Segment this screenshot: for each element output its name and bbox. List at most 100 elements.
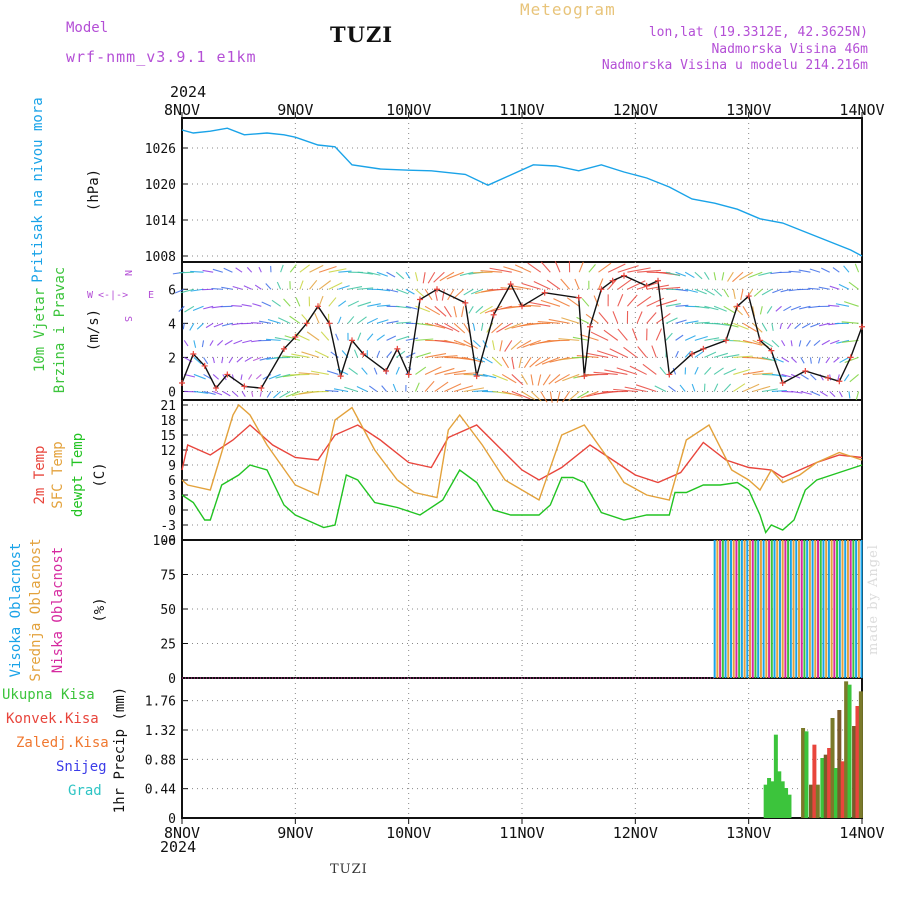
wind-barb	[347, 316, 355, 324]
wind-barb	[414, 382, 420, 392]
wind-barb	[655, 313, 671, 324]
wind-barb	[396, 288, 409, 295]
xtick-label-bottom: 10NOV	[386, 824, 431, 842]
wind-barb	[353, 349, 359, 358]
wind-barb	[721, 272, 725, 281]
wind-barb	[548, 374, 561, 385]
wind-barb	[396, 321, 412, 324]
wind-speed-marker	[825, 374, 831, 381]
wind-barb	[609, 348, 628, 358]
wind-barb	[357, 316, 367, 324]
wind-barb	[376, 319, 389, 324]
xtick-label-top: 14NOV	[839, 101, 884, 119]
wind-barb	[684, 271, 695, 279]
wind-barb	[691, 383, 696, 392]
wind-barb	[211, 287, 223, 290]
wind-barb	[182, 323, 185, 330]
wind-barb	[301, 351, 320, 358]
ytick-label-wind: 0	[168, 385, 176, 400]
wind-barb	[659, 366, 667, 375]
wind-barb	[732, 289, 736, 300]
wind-barb	[376, 304, 391, 307]
wind-barb	[597, 278, 604, 290]
wind-barb	[723, 288, 730, 298]
precip-bar	[833, 768, 838, 818]
wind-barb	[527, 262, 542, 273]
wind-barb	[694, 335, 708, 341]
wind-barb	[752, 372, 773, 375]
wind-barb	[843, 374, 850, 382]
wind-barb	[415, 338, 434, 341]
wind-barb	[675, 350, 679, 358]
wind-barb	[655, 328, 662, 341]
wind-barb	[232, 285, 243, 290]
wind-barb	[665, 317, 678, 324]
wind-barb	[330, 351, 339, 358]
wind-barb	[714, 322, 730, 326]
temp-2m-label: 2m Temp	[32, 445, 48, 504]
ytick-label-temperature: -3	[160, 519, 176, 534]
panel-frame-pressure	[181, 117, 863, 263]
wind-barb	[713, 272, 717, 281]
precip-bar	[837, 710, 842, 818]
wind-barb	[273, 391, 281, 399]
wind-barb	[446, 271, 464, 280]
wind-barb	[723, 305, 735, 314]
wind-barb	[537, 321, 561, 324]
wind-barb	[540, 261, 551, 273]
wind-barb	[212, 357, 215, 364]
wind-barb	[314, 350, 330, 358]
wind-barb	[463, 339, 478, 350]
wind-barb	[596, 350, 618, 358]
wind-barb	[528, 301, 551, 307]
wind-barb	[298, 372, 320, 375]
wind-barb	[386, 351, 393, 358]
wind-barb	[395, 350, 406, 358]
wind-barb	[523, 357, 532, 369]
precip-legend-item: Snijeg	[56, 759, 107, 775]
wind-barb	[295, 297, 301, 307]
wind-barb	[425, 353, 447, 358]
wind-barb	[817, 357, 821, 364]
wind-barb	[808, 287, 821, 290]
wind-barb	[560, 278, 571, 290]
wind-barb	[613, 388, 638, 393]
wind-barb	[246, 267, 253, 273]
model-name: wrf-nmm_v3.9.1 e1km	[66, 48, 257, 66]
precip-bar	[823, 754, 828, 818]
wind-barb	[540, 391, 548, 403]
wind-barb	[694, 271, 703, 280]
wind-barb	[472, 339, 481, 348]
elevation-label: Nadmorska Visina 46m	[711, 42, 868, 57]
compass-west: W	[87, 290, 94, 301]
wind-barb	[463, 288, 474, 296]
wind-barb	[480, 323, 484, 331]
wind-barb	[739, 271, 753, 281]
wind-barb	[761, 323, 768, 332]
ytick-label-precip: 1.76	[145, 695, 176, 710]
wind-barb	[654, 385, 667, 392]
wind-barb	[499, 340, 503, 352]
wind-barb	[574, 278, 580, 290]
wind-barb	[241, 391, 246, 397]
wind-barb	[612, 311, 619, 324]
cloud-mid-label: Srednja Oblacnost	[28, 538, 44, 681]
wind-barb	[441, 289, 445, 301]
wind-barb	[422, 272, 426, 284]
wind-barb	[258, 266, 262, 273]
wind-barb	[233, 339, 243, 345]
wind-speed-marker	[587, 323, 593, 330]
wind-barb	[771, 339, 780, 348]
wind-barb	[788, 270, 801, 273]
wind-speed-marker	[507, 281, 514, 288]
precip-bar	[777, 771, 782, 818]
wind-barb	[386, 288, 399, 293]
compass-north: N	[122, 270, 133, 276]
precip-bar	[840, 761, 845, 818]
wind-barb	[521, 282, 541, 290]
wind-speed-marker	[405, 371, 412, 378]
wind-barb	[833, 356, 840, 363]
wind-speed-marker	[303, 320, 310, 327]
ytick-label-wind: 4	[168, 317, 176, 332]
wind-barb	[395, 271, 405, 280]
